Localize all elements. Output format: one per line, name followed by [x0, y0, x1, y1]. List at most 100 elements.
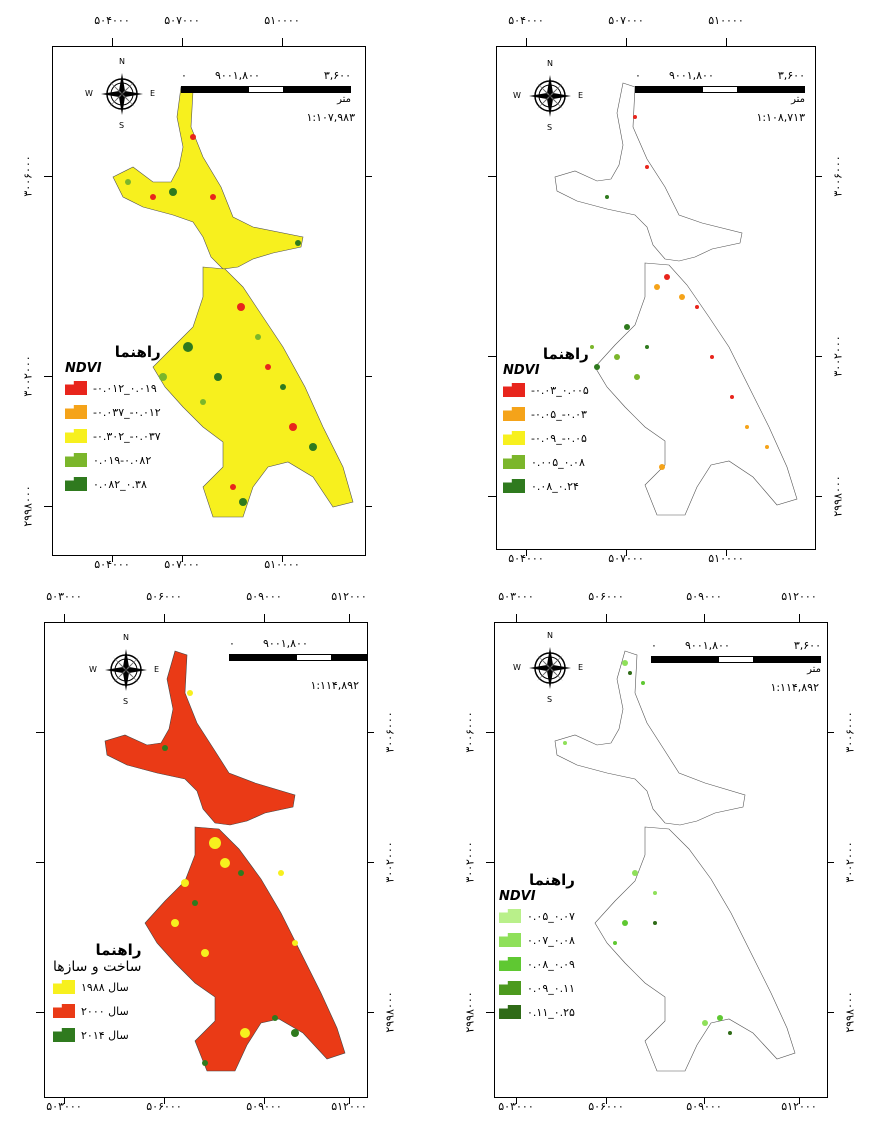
- legend-swatch: [53, 1004, 75, 1018]
- legend-swatch: [53, 1028, 75, 1042]
- legend-label: ۰.۰۷_۰.۰۸: [527, 933, 575, 947]
- frame-tick: [626, 38, 627, 46]
- legend-swatch: [503, 455, 525, 469]
- coordinate-label: ۵۰۷۰۰۰: [164, 558, 200, 571]
- frame-tick: [486, 732, 494, 733]
- frame-tick: [704, 614, 705, 622]
- scale-end-label: ۳,۶۰۰: [323, 69, 351, 82]
- legend-label: -۰.۰۳۷_-۰.۰۱۲: [93, 405, 161, 419]
- legend-swatch: [499, 1005, 521, 1019]
- scale-unit-label: متر: [791, 94, 805, 105]
- legend-swatch: [65, 453, 87, 467]
- frame-tick: [182, 38, 183, 46]
- legend: راهنما NDVI ۰.۰۵_۰.۰۷ ۰.۰۷_۰.۰۸ ۰.۰۸_۰.۰۹ ۰.۰…: [499, 871, 575, 1024]
- legend-item: ۰.۱۱_۰.۲۵: [499, 1000, 575, 1024]
- legend-item: سال ۱۹۸۸: [53, 975, 141, 999]
- legend-swatch: [499, 981, 521, 995]
- study-area-map: [112, 86, 354, 518]
- legend: راهنما ساخت و سازها سال ۱۹۸۸ سال ۲۰۰۰ سال ۲۰…: [53, 941, 141, 1047]
- legend-label: ۰.۱۱_۰.۲۵: [527, 1005, 575, 1019]
- coordinate-label: ۵۱۲۰۰۰: [331, 1100, 367, 1113]
- legend-item: -۰.۰۹_-۰.۰۵: [503, 426, 589, 450]
- coordinate-label: ۵۰۹۰۰۰: [686, 1100, 722, 1113]
- frame-tick: [366, 1012, 374, 1013]
- legend-label: سال ۲۰۰۰: [81, 1004, 129, 1018]
- frame-tick: [36, 862, 44, 863]
- compass-east-label: E: [578, 663, 584, 672]
- legend-label: ۰.۰۰۵_۰.۰۸: [531, 455, 585, 469]
- frame-tick: [516, 614, 517, 622]
- frame-tick: [814, 496, 822, 497]
- legend-item: سال ۲۰۱۴: [53, 1023, 141, 1047]
- scale-mid-label: ۹۰۰۱,۸۰۰: [263, 637, 308, 650]
- legend-title: راهنما: [114, 343, 161, 361]
- frame-tick: [264, 1096, 265, 1104]
- scale-mid-label: ۹۰۰۱,۸۰۰: [685, 639, 730, 652]
- coordinate-label: ۳۰۰۶۰۰۰: [831, 155, 845, 197]
- frame-tick: [366, 732, 374, 733]
- frame-tick: [36, 732, 44, 733]
- study-area-map: [554, 82, 798, 516]
- coordinate-label: ۵۰۳۰۰۰: [46, 1100, 82, 1113]
- compass-south-label: S: [547, 123, 553, 132]
- compass-north-label: N: [547, 631, 553, 640]
- legend-label: -۰.۳۰۲_-۰.۰۳۷: [93, 429, 161, 443]
- frame-tick: [44, 506, 52, 507]
- legend-label: ۰.۰۱۹-۰.۰۸۲: [93, 453, 152, 467]
- legend-label: ۰.۰۵_۰.۰۷: [527, 909, 575, 923]
- frame-tick: [182, 554, 183, 562]
- frame-tick: [486, 862, 494, 863]
- coordinate-label: ۵۱۲۰۰۰: [781, 1100, 817, 1113]
- coordinate-label: ۲۹۹۸۰۰۰: [463, 991, 477, 1033]
- frame-tick: [606, 614, 607, 622]
- frame-tick: [64, 1096, 65, 1104]
- compass-south-label: S: [547, 695, 553, 704]
- legend-item: ۰.۰۰۵_۰.۰۸: [503, 450, 589, 474]
- frame-tick: [264, 614, 265, 622]
- coordinate-label: ۳۰۰۶۰۰۰: [21, 155, 35, 197]
- legend-item: ۰.۰۱۹-۰.۰۸۲: [65, 448, 161, 472]
- legend-item: ۰.۰۸_۰.۲۴: [503, 474, 589, 498]
- legend-label: ۰.۰۹_۰.۱۱: [527, 981, 575, 995]
- frame-tick: [282, 554, 283, 562]
- frame-tick: [799, 1096, 800, 1104]
- legend-label: ۰.۰۸_۰.۰۹: [527, 957, 575, 971]
- scale-zero-label: ۰: [635, 69, 641, 82]
- compass-east-label: E: [578, 91, 584, 100]
- legend-swatch: [503, 479, 525, 493]
- coordinate-label: ۵۱۰۰۰۰: [264, 558, 300, 571]
- frame-tick: [36, 1012, 44, 1013]
- legend-item: ۰.۰۹_۰.۱۱: [499, 976, 575, 1000]
- compass-south-label: S: [123, 697, 129, 706]
- frame-tick: [814, 356, 822, 357]
- compass-east-label: E: [150, 89, 156, 98]
- compass-west-label: W: [89, 665, 97, 674]
- coordinate-label: ۳۰۰۲۰۰۰: [463, 841, 477, 883]
- legend-title: راهنما: [528, 871, 575, 889]
- legend-item: ۰.۰۸۲_۰.۳۸: [65, 472, 161, 496]
- coordinate-label: ۵۰۷۰۰۰: [608, 552, 644, 565]
- legend-item: ۰.۰۵_۰.۰۷: [499, 904, 575, 928]
- coordinate-label: ۳۰۰۶۰۰۰: [463, 711, 477, 753]
- coordinate-label: ۳۰۰۶۰۰۰: [843, 711, 857, 753]
- legend-title: راهنما: [542, 345, 589, 363]
- legend-subtitle: ساخت و سازها: [53, 959, 142, 975]
- coordinate-label: ۲۹۹۸۰۰۰: [383, 991, 397, 1033]
- legend-title: راهنما: [95, 941, 142, 959]
- legend: راهنما NDVI -۰.۰۱۲_۰.۰۱۹ -۰.۰۳۷_-۰.۰۱۲ -۰.۳۰…: [65, 343, 161, 496]
- compass-west-label: W: [513, 91, 521, 100]
- scale-zero-label: ۰: [651, 639, 657, 652]
- frame-tick: [516, 1096, 517, 1104]
- scale-end-label: ۳,۶۰۰: [793, 639, 821, 652]
- frame-tick: [526, 38, 527, 46]
- map-panel-ndvi-1: N S W E ۰ ۹۰۰۱,۸۰۰ ۳,۶۰۰ متر ۱:۱۰۷,۹۸۳ راهنما N…: [52, 46, 366, 556]
- frame-tick: [164, 614, 165, 622]
- coordinate-label: ۲۹۹۸۰۰۰: [843, 991, 857, 1033]
- scale-ratio: ۱:۱۱۴,۸۹۲: [310, 679, 359, 692]
- compass-west-label: W: [513, 663, 521, 672]
- coordinate-label: ۵۰۶۰۰۰: [146, 590, 182, 603]
